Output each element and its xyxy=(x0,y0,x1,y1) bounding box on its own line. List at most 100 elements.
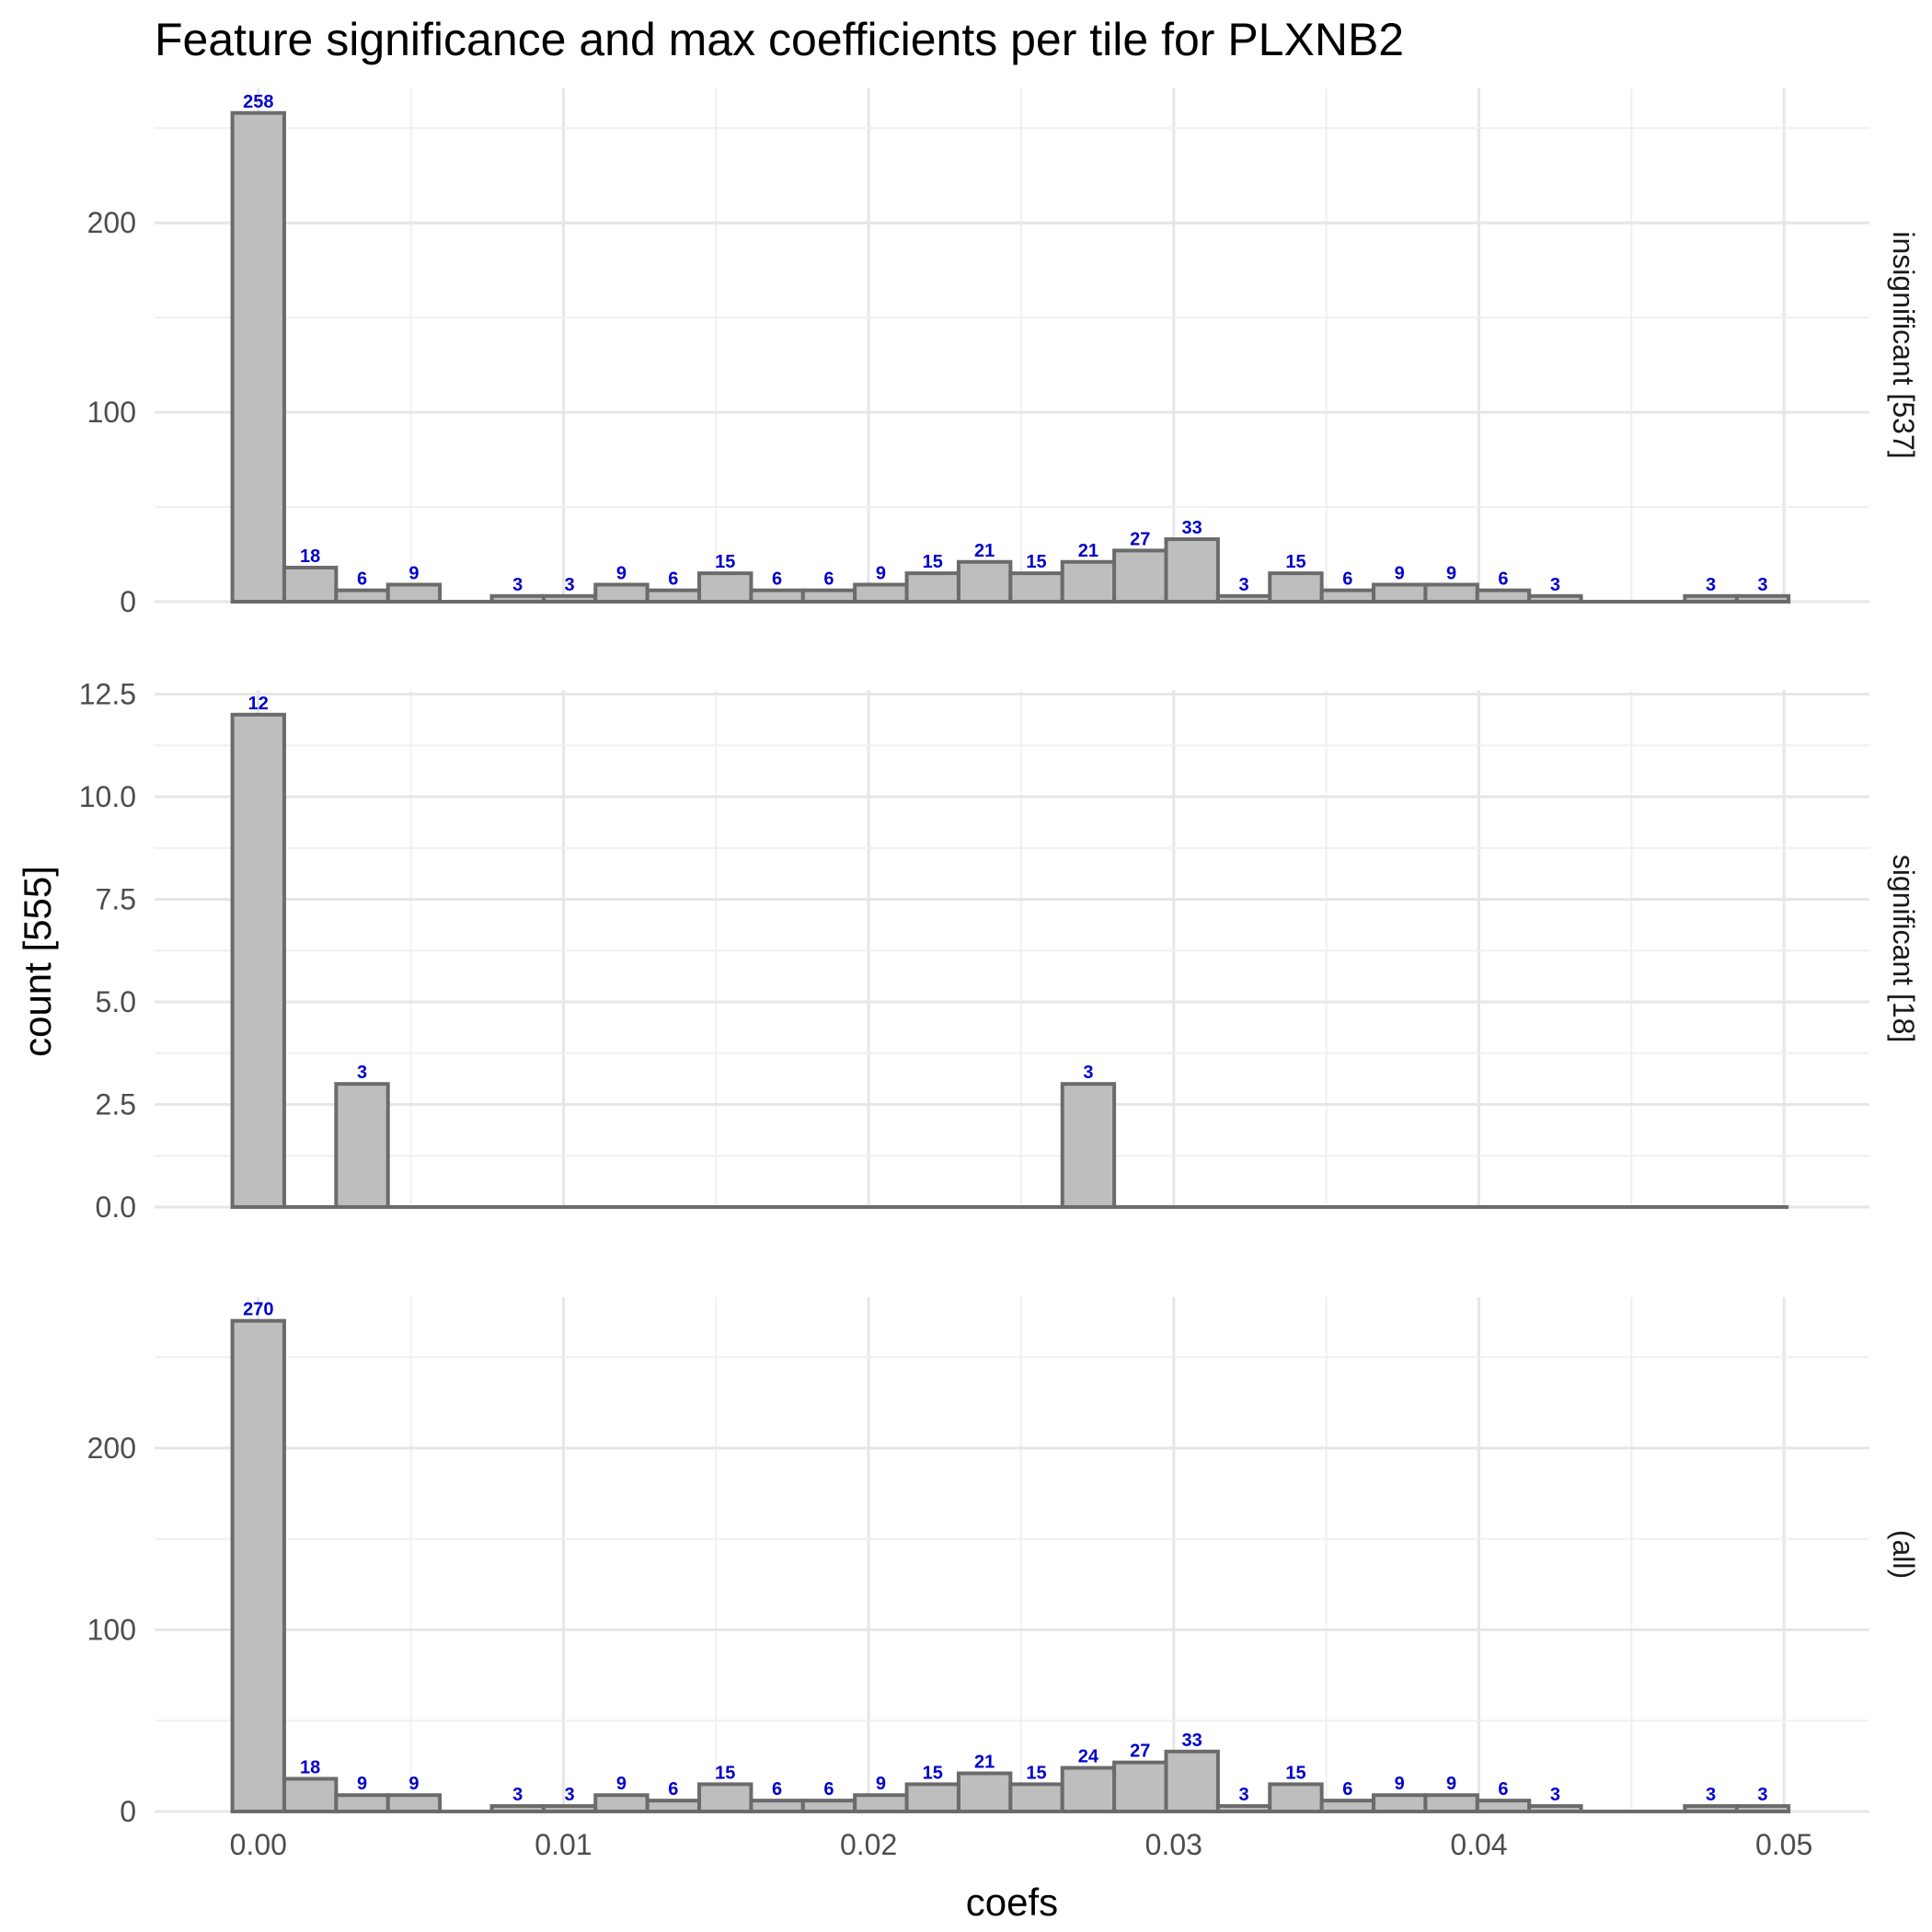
bar-data-label: 6 xyxy=(357,569,367,590)
bar-data-label: 3 xyxy=(1757,575,1767,595)
y-tick-label: 0 xyxy=(120,1795,136,1828)
histogram-bar xyxy=(904,1782,960,1813)
histogram-bar xyxy=(1112,1760,1168,1814)
histogram-bar xyxy=(1527,593,1583,604)
bar-data-label: 3 xyxy=(512,1785,523,1805)
histogram-bar xyxy=(1372,1793,1428,1814)
histogram-bar xyxy=(1060,1082,1117,1209)
y-tick-label: 10.0 xyxy=(79,780,136,813)
bar-data-label: 9 xyxy=(1446,1774,1456,1794)
bar-data-label: 15 xyxy=(1026,1763,1046,1783)
y-tick-label: 100 xyxy=(87,396,136,429)
bar-data-label: 6 xyxy=(823,569,834,590)
chart-title: Feature significance and max coefficient… xyxy=(155,14,1404,65)
bar-data-label: 27 xyxy=(1130,1742,1150,1762)
bar-data-label: 3 xyxy=(512,575,523,595)
bar-data-label: 6 xyxy=(823,1779,834,1800)
histogram-bar xyxy=(385,582,443,604)
x-tick-label: 0.02 xyxy=(840,1828,897,1861)
histogram-bar xyxy=(1215,1804,1272,1814)
bar-data-label: 6 xyxy=(668,569,678,590)
histogram-bar xyxy=(282,1777,339,1813)
histogram-bar xyxy=(1268,1782,1324,1813)
histogram-bar xyxy=(593,582,650,604)
bar-data-label: 9 xyxy=(408,1774,419,1794)
histogram-bar xyxy=(1734,1804,1791,1814)
histogram-bar xyxy=(853,1793,909,1814)
histogram-bar xyxy=(956,1771,1013,1813)
histogram-bar xyxy=(800,588,857,604)
bar-data-label: 9 xyxy=(1395,1774,1405,1794)
histogram-bar xyxy=(1060,1765,1117,1813)
histogram-bar xyxy=(1527,1804,1583,1814)
y-tick-label: 0 xyxy=(120,585,136,618)
y-tick-label: 100 xyxy=(87,1613,136,1646)
bar-data-label: 15 xyxy=(715,552,735,572)
histogram-bar xyxy=(1008,1782,1064,1813)
bar-data-label: 33 xyxy=(1182,518,1202,538)
y-tick-label: 200 xyxy=(87,206,136,239)
bar-data-label: 9 xyxy=(876,1774,886,1794)
histogram-bar xyxy=(853,582,909,604)
histogram-bar xyxy=(1683,593,1739,604)
bar-data-label: 6 xyxy=(1498,569,1508,590)
bar-data-label: 9 xyxy=(357,1774,367,1794)
histogram-bar xyxy=(489,593,546,604)
y-tick-label: 0.0 xyxy=(96,1190,136,1224)
bar-data-label: 33 xyxy=(1182,1731,1202,1751)
x-tick-label: 0.04 xyxy=(1450,1828,1507,1861)
bar-data-label: 6 xyxy=(1342,1779,1352,1800)
histogram-bar xyxy=(385,1793,443,1814)
histogram-bar xyxy=(1319,1799,1376,1814)
panel-1: 0.0 2.5 5.0 7.5 10.0 12.5 12 3 3 significant [18] xyxy=(79,677,1920,1224)
x-tick-label: 0.00 xyxy=(230,1828,287,1861)
histogram-bar xyxy=(282,565,339,604)
histogram-bar xyxy=(1268,571,1324,604)
histogram-bar xyxy=(645,588,702,604)
bar-data-label: 15 xyxy=(1026,552,1046,572)
bar-data-label: 15 xyxy=(923,552,943,572)
histogram-bar xyxy=(230,110,286,604)
bar-data-label: 3 xyxy=(1550,575,1560,595)
bar-data-label: 3 xyxy=(565,575,575,595)
y-tick-label: 2.5 xyxy=(96,1087,136,1121)
histogram-bar xyxy=(334,588,390,604)
bar-data-label: 9 xyxy=(616,563,627,583)
x-tick-label: 0.01 xyxy=(535,1828,592,1861)
bar-data-label: 3 xyxy=(1757,1785,1767,1805)
histogram-bar xyxy=(334,1082,390,1209)
histogram-bar xyxy=(749,1799,805,1814)
histogram-bar xyxy=(230,712,286,1209)
histogram-bar xyxy=(1734,593,1791,604)
bar-data-label: 15 xyxy=(923,1763,943,1783)
bar-data-label: 3 xyxy=(1550,1785,1560,1805)
bar-data-label: 3 xyxy=(1706,1785,1716,1805)
histogram-bar xyxy=(1423,1793,1479,1814)
histogram-bar xyxy=(1475,588,1532,604)
bar-data-label: 15 xyxy=(1285,552,1305,572)
y-axis-title: count [555] xyxy=(16,866,59,1057)
histogram-bar xyxy=(489,1804,546,1814)
histogram-bar xyxy=(230,1318,286,1813)
bar-data-label: 9 xyxy=(1446,563,1456,583)
bar-data-label: 3 xyxy=(565,1785,575,1805)
histogram-bar xyxy=(697,1782,753,1813)
bar-data-label: 3 xyxy=(357,1063,367,1083)
bar-data-label: 12 xyxy=(248,694,269,714)
histogram-bar xyxy=(1060,559,1117,604)
histogram-bar xyxy=(1215,593,1272,604)
bar-data-label: 24 xyxy=(1078,1747,1099,1767)
histogram-bar xyxy=(956,559,1013,604)
bar-data-label: 9 xyxy=(1395,563,1405,583)
bar-data-label: 6 xyxy=(772,1779,782,1800)
histogram-bar xyxy=(645,1799,702,1814)
histogram-bar xyxy=(334,1793,390,1814)
x-axis: 0.00 0.01 0.02 0.03 0.04 0.05 xyxy=(230,1828,1813,1861)
bar-data-label: 9 xyxy=(408,563,419,583)
y-tick-label: 12.5 xyxy=(79,677,136,710)
bar-data-label: 15 xyxy=(1285,1763,1305,1783)
histogram-bar xyxy=(541,1804,598,1814)
